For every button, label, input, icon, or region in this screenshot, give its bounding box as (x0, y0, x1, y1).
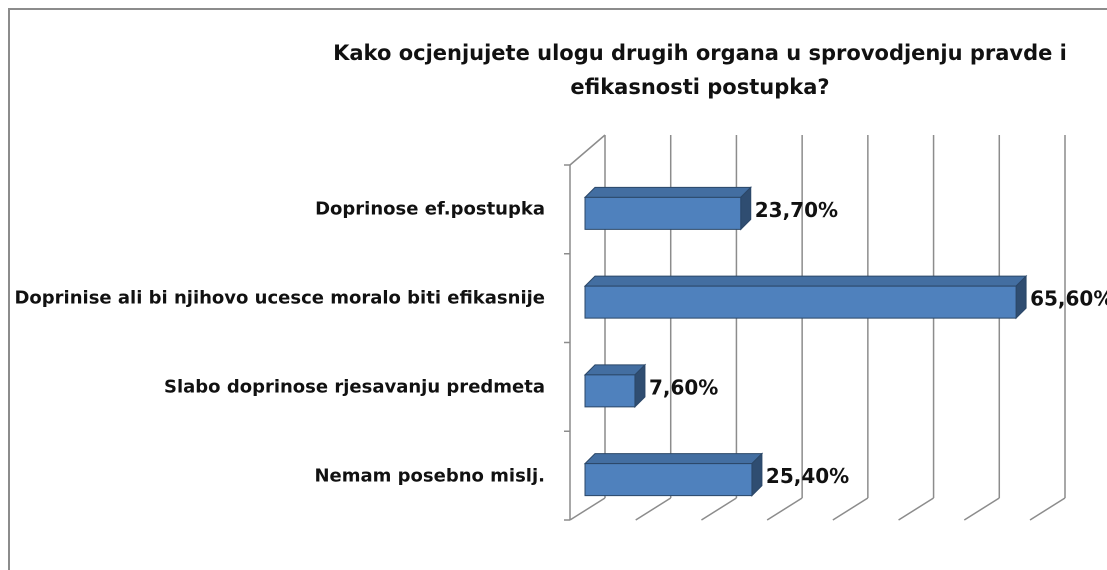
floor-line (701, 497, 737, 521)
bar-top (583, 186, 752, 198)
floor-line (1029, 497, 1066, 521)
chart-frame (8, 8, 1107, 570)
value-label: 65,60% (1030, 287, 1107, 311)
floor-line (832, 497, 869, 521)
bar-front (584, 196, 742, 230)
floor-line (898, 497, 934, 521)
bar-front (584, 285, 1017, 319)
floor-line (963, 497, 1000, 521)
page: Kako ocjenjujete ulogu drugih organa u s… (8, 8, 1107, 570)
value-label: 7,60% (649, 375, 718, 399)
bar (583, 274, 1028, 320)
value-label: 25,40% (766, 464, 849, 488)
bar-front (584, 374, 636, 408)
bar-front (584, 463, 753, 497)
value-label: 23,70% (755, 198, 838, 222)
bar (583, 186, 752, 231)
chart-title: Kako ocjenjujete ulogu drugih organa u s… (333, 41, 1067, 99)
category-label: Slabo doprinose rjesavanju predmeta (164, 376, 545, 398)
category-label: Nemam posebno mislj. (314, 465, 545, 487)
floor-line (569, 497, 606, 521)
category-label: Doprinose ef.postupka (315, 198, 545, 220)
bar-top (583, 453, 764, 465)
chart: 23,70% 65,60% 7,60% 25,40% (564, 134, 1107, 521)
axis-wall (569, 134, 606, 166)
bar-top (583, 275, 1028, 287)
bar (583, 363, 647, 409)
category-label: Doprinise ali bi njihovo ucesce moralo b… (14, 287, 545, 309)
floor-line (635, 497, 672, 521)
bar (583, 452, 764, 497)
floor-line (766, 497, 803, 521)
